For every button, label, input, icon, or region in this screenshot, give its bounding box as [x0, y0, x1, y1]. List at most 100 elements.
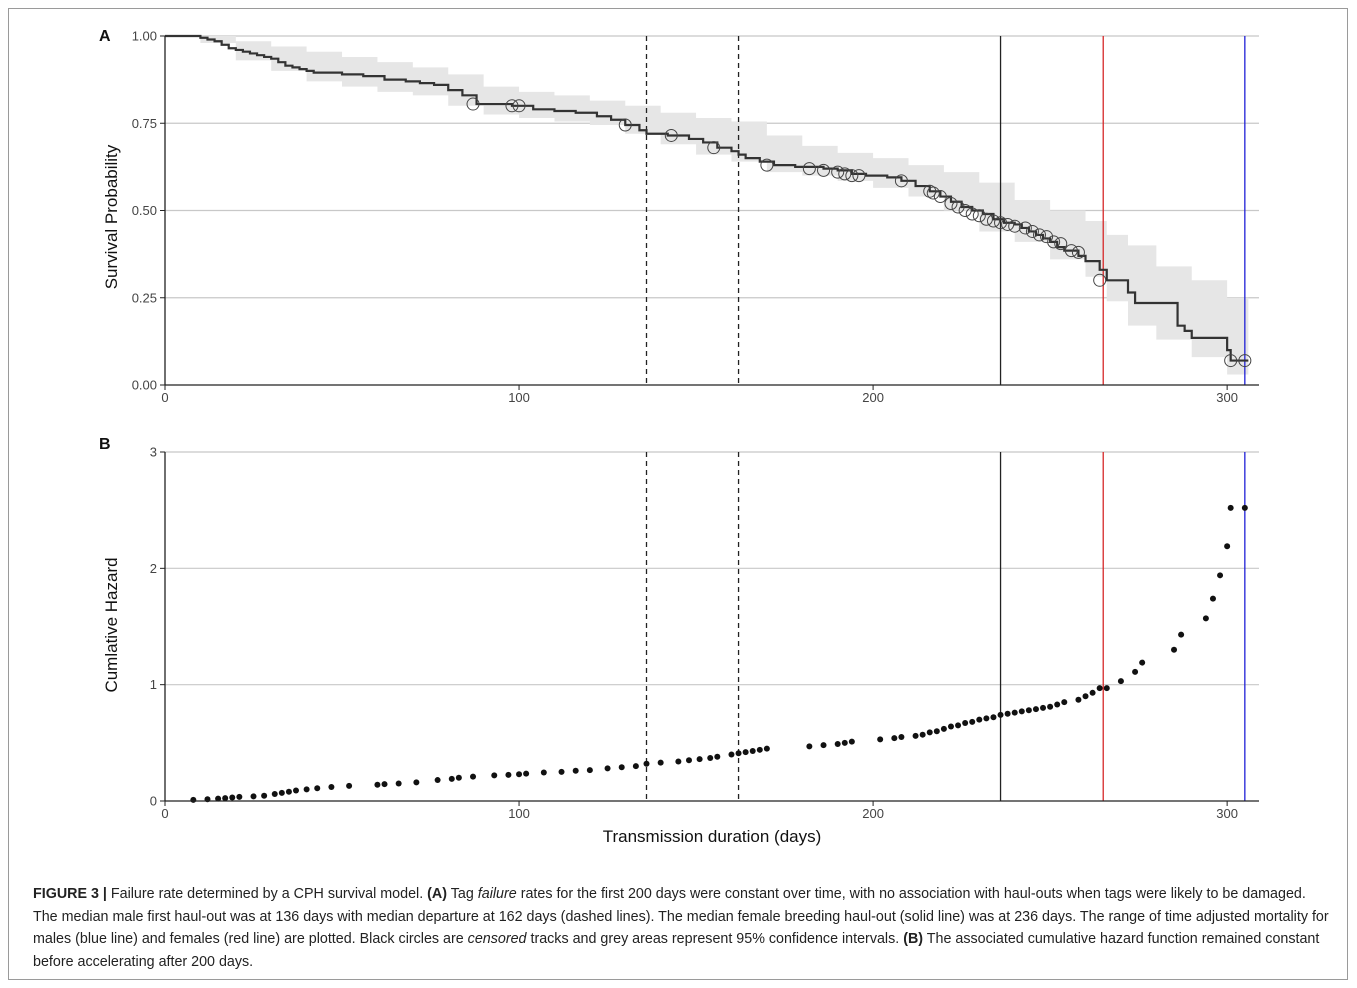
- panel-a-y-ticks: 0.00 0.25 0.50 0.75 1.00: [132, 29, 165, 393]
- y-tick-label: 1.00: [132, 29, 157, 44]
- hazard-point: [1096, 685, 1103, 692]
- x-tick-label: 100: [508, 806, 530, 821]
- caption-b-text: The associated cumulative hazard functio…: [33, 931, 1320, 970]
- hazard-point: [707, 754, 714, 761]
- censored-marker: [894, 174, 908, 188]
- censored-marker: [1032, 228, 1046, 242]
- panel-b-x-axis-title: Transmission duration (days): [603, 827, 822, 846]
- censored-marker: [466, 97, 480, 111]
- hazard-point: [1025, 707, 1032, 714]
- censored-marker: [1071, 245, 1085, 259]
- hazard-point: [933, 728, 940, 735]
- hazard-point: [346, 782, 353, 789]
- censored-marker: [1018, 221, 1032, 235]
- hazard-point: [1171, 646, 1178, 653]
- panel-a: A 0.00 0.25 0.50 0.75 1.00 0 100 200 300 Surviv…: [99, 28, 1259, 405]
- hazard-point: [983, 715, 990, 722]
- censored-marker: [1224, 354, 1238, 368]
- censored-marker: [618, 118, 632, 132]
- hazard-point: [572, 767, 579, 774]
- hazard-point: [714, 753, 721, 760]
- hazard-point: [990, 714, 997, 721]
- hazard-point: [997, 711, 1004, 718]
- chart-svg: A 0.000.250.500.751.00 0 100 200 300 Surviv…: [99, 28, 1259, 846]
- panel-a-survival-curve: [165, 34, 1249, 362]
- hazard-point: [1139, 659, 1146, 666]
- caption-figure-label: FIGURE 3 |: [33, 886, 107, 902]
- censored-marker: [994, 216, 1008, 230]
- censored-marker: [760, 158, 774, 172]
- censored-marker: [933, 190, 947, 204]
- hazard-point: [516, 771, 523, 778]
- caption-a-italic-2: censored: [467, 931, 527, 947]
- censored-marker: [965, 207, 979, 221]
- figure-caption: FIGURE 3 | Failure rate determined by a …: [33, 883, 1333, 973]
- panel-b-hazard-points: [190, 504, 1248, 803]
- censored-marker: [979, 212, 993, 226]
- hazard-point: [1047, 703, 1054, 710]
- hazard-point: [1032, 706, 1039, 713]
- hazard-point: [919, 731, 926, 738]
- censored-marker: [664, 128, 678, 142]
- censored-marker: [1238, 354, 1252, 368]
- hazard-point: [455, 774, 462, 781]
- hazard-point: [434, 777, 441, 784]
- hazard-point: [657, 759, 664, 766]
- panel-b: B 0 1 2 3 0 100 200 300 Cumlative Hazard Trans…: [99, 436, 1259, 846]
- caption-a-text-1: Tag: [447, 886, 478, 902]
- censored-marker: [802, 162, 816, 176]
- hazard-point: [841, 739, 848, 746]
- caption-a-label: (A): [427, 886, 448, 902]
- x-tick-label: 300: [1216, 390, 1238, 405]
- hazard-point: [1054, 701, 1061, 708]
- panel-b-letter: B: [99, 436, 111, 453]
- hazard-point: [735, 750, 742, 757]
- hazard-point: [271, 791, 278, 798]
- hazard-point: [250, 793, 257, 800]
- y-tick-label: 0.25: [132, 290, 157, 305]
- x-tick-label: 300: [1216, 806, 1238, 821]
- censored-marker: [512, 99, 526, 113]
- hazard-point: [413, 779, 420, 786]
- y-tick-label: 0.50: [132, 203, 157, 218]
- hazard-point: [1224, 543, 1231, 550]
- censored-marker: [926, 186, 940, 200]
- hazard-point: [292, 787, 299, 794]
- hazard-point: [685, 757, 692, 764]
- censored-marker: [1008, 219, 1022, 233]
- censored-marker: [1054, 237, 1068, 251]
- hazard-point: [969, 718, 976, 725]
- censored-marker: [958, 204, 972, 217]
- panel-a-letter: A: [99, 28, 111, 45]
- hazard-point: [1117, 678, 1124, 685]
- panel-a-confidence-band: [165, 36, 1249, 379]
- hazard-point: [940, 725, 947, 732]
- censored-marker: [852, 169, 866, 183]
- censored-marker: [986, 214, 1000, 228]
- y-tick-label: 0.00: [132, 378, 157, 393]
- panel-b-x-ticks: 0 100 200 300: [161, 801, 1238, 821]
- hazard-point: [1103, 685, 1110, 692]
- censored-marker: [817, 163, 831, 177]
- caption-a-italic: failure: [477, 886, 517, 902]
- x-tick-label: 200: [862, 806, 884, 821]
- hazard-point: [820, 742, 827, 749]
- caption-intro: Failure rate determined by a CPH surviva…: [106, 886, 428, 902]
- hazard-point: [395, 780, 402, 787]
- caption-a-text-2: rates for the first 200 days were consta…: [33, 886, 1329, 947]
- panel-b-y-axis-title: Cumlative Hazard: [102, 557, 121, 692]
- hazard-point: [222, 795, 229, 802]
- hazard-point: [806, 743, 813, 750]
- hazard-point: [1178, 631, 1185, 638]
- hazard-point: [1011, 709, 1018, 716]
- hazard-point: [643, 760, 650, 767]
- panel-b-axes: [164, 452, 1259, 802]
- panel-b-grid: [165, 451, 1259, 686]
- hazard-point: [236, 793, 243, 800]
- hazard-point: [756, 746, 763, 753]
- caption-a-text-3: tracks and grey areas represent 95% conf…: [526, 931, 904, 947]
- panel-a-censored-markers: [466, 97, 1252, 368]
- hazard-point: [190, 796, 197, 803]
- hazard-point: [540, 769, 547, 776]
- hazard-point: [303, 786, 310, 793]
